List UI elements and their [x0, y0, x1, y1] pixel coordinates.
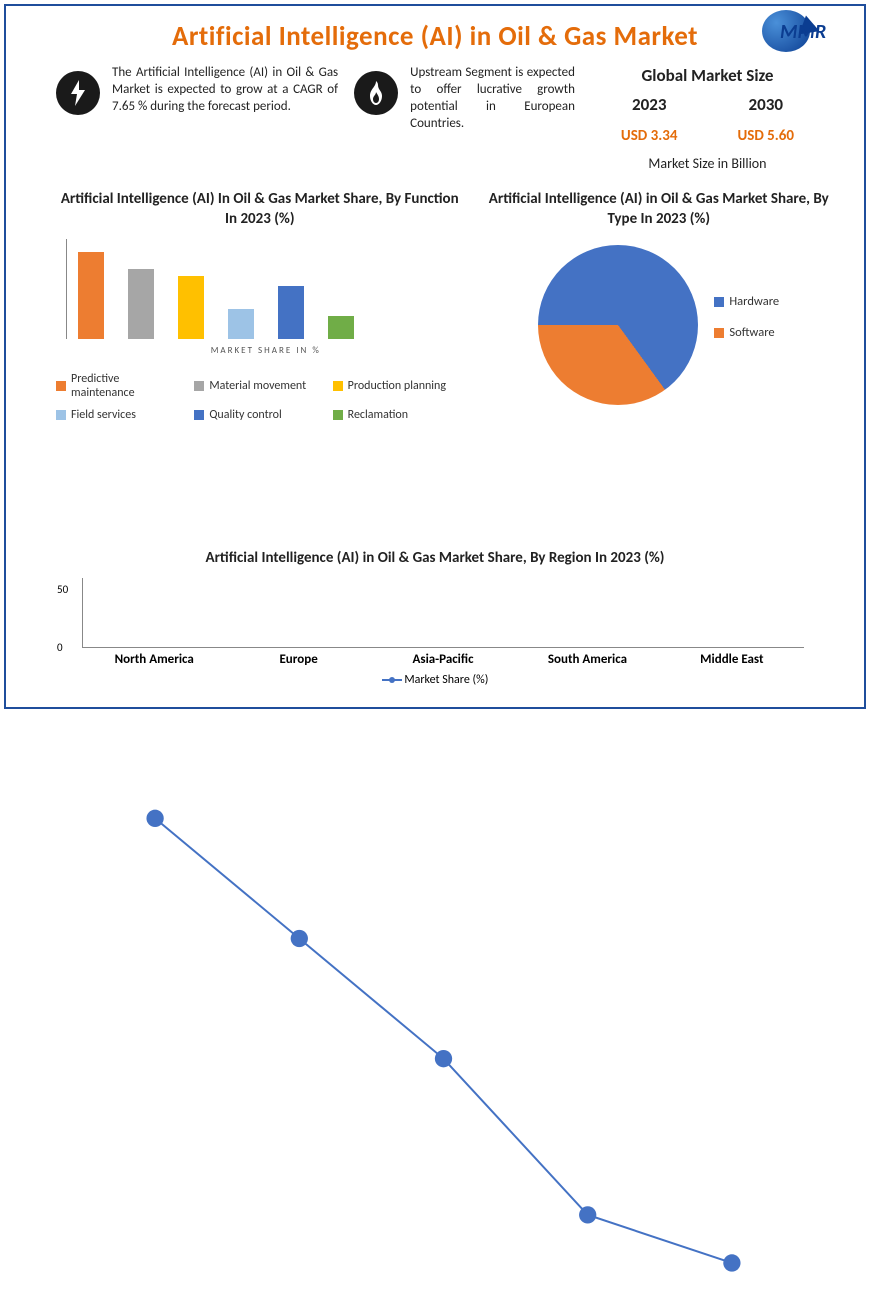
info-text-cagr: The Artificial Intelligence (AI) in Oil …: [112, 65, 338, 172]
legend-item: Predictive maintenance: [56, 372, 182, 400]
info-block-upstream: Upstream Segment is expected to offer lu…: [354, 65, 575, 172]
ytick-label: 0: [57, 641, 63, 654]
pie-legend: Hardware Software: [714, 294, 779, 356]
bar: [328, 316, 354, 339]
bar-group: [66, 239, 454, 339]
pie-wrap: Hardware Software: [474, 239, 844, 405]
gms-title: Global Market Size: [591, 65, 824, 86]
line-chart-block: Artificial Intelligence (AI) in Oil & Ga…: [46, 549, 824, 688]
gms-year-2030: 2030: [749, 94, 783, 115]
legend-item: Production planning: [333, 372, 459, 400]
bar-chart-title: Artificial Intelligence (AI) In Oil & Ga…: [56, 190, 464, 229]
gms-note: Market Size in Billion: [591, 155, 824, 172]
bar-legend: Predictive maintenance Material movement P…: [56, 372, 464, 422]
legend-item: Reclamation: [333, 408, 459, 422]
gms-value-2030: USD 5.60: [737, 127, 794, 145]
bolt-icon: [56, 71, 100, 115]
bar: [78, 252, 104, 339]
ytick-label: 50: [57, 583, 68, 596]
page-title: Artificial Intelligence (AI) in Oil & Ga…: [172, 20, 698, 53]
bar-chart-block: Artificial Intelligence (AI) In Oil & Ga…: [56, 190, 464, 422]
legend-item: Software: [714, 325, 779, 340]
global-market-size: Global Market Size 2023 2030 USD 3.34 US…: [591, 65, 824, 172]
legend-item: Quality control: [194, 408, 320, 422]
bar: [128, 269, 154, 339]
bar: [278, 286, 304, 339]
header: Artificial Intelligence (AI) in Oil & Ga…: [6, 6, 864, 59]
bar: [178, 276, 204, 339]
line-chart-area: 050: [82, 578, 804, 648]
line-legend-marker: [382, 679, 402, 681]
info-block-cagr: The Artificial Intelligence (AI) in Oil …: [56, 65, 338, 172]
pie-chart-title: Artificial Intelligence (AI) in Oil & Ga…: [474, 190, 844, 229]
line-svg: [83, 578, 804, 1299]
bar-y-axis: [66, 239, 67, 339]
mmr-logo: MMR: [726, 10, 846, 58]
infographic-frame: Artificial Intelligence (AI) in Oil & Ga…: [4, 4, 866, 709]
bar: [228, 309, 254, 339]
line-chart-title: Artificial Intelligence (AI) in Oil & Ga…: [46, 549, 824, 569]
info-text-upstream: Upstream Segment is expected to offer lu…: [410, 65, 575, 172]
legend-item: Hardware: [714, 294, 779, 309]
mid-row: Artificial Intelligence (AI) In Oil & Ga…: [6, 172, 864, 422]
gms-value-2023: USD 3.34: [621, 127, 678, 145]
legend-item: Field services: [56, 408, 182, 422]
bar-chart-area: [66, 239, 454, 339]
legend-item: Material movement: [194, 372, 320, 400]
top-info-row: The Artificial Intelligence (AI) in Oil …: [6, 59, 864, 172]
pie-chart-block: Artificial Intelligence (AI) in Oil & Ga…: [474, 190, 844, 422]
bar-x-axis-label: MARKET SHARE IN %: [68, 345, 464, 356]
pie-chart: [538, 245, 698, 405]
flame-icon: [354, 71, 398, 115]
gms-year-2023: 2023: [632, 94, 666, 115]
logo-text: MMR: [780, 20, 826, 44]
